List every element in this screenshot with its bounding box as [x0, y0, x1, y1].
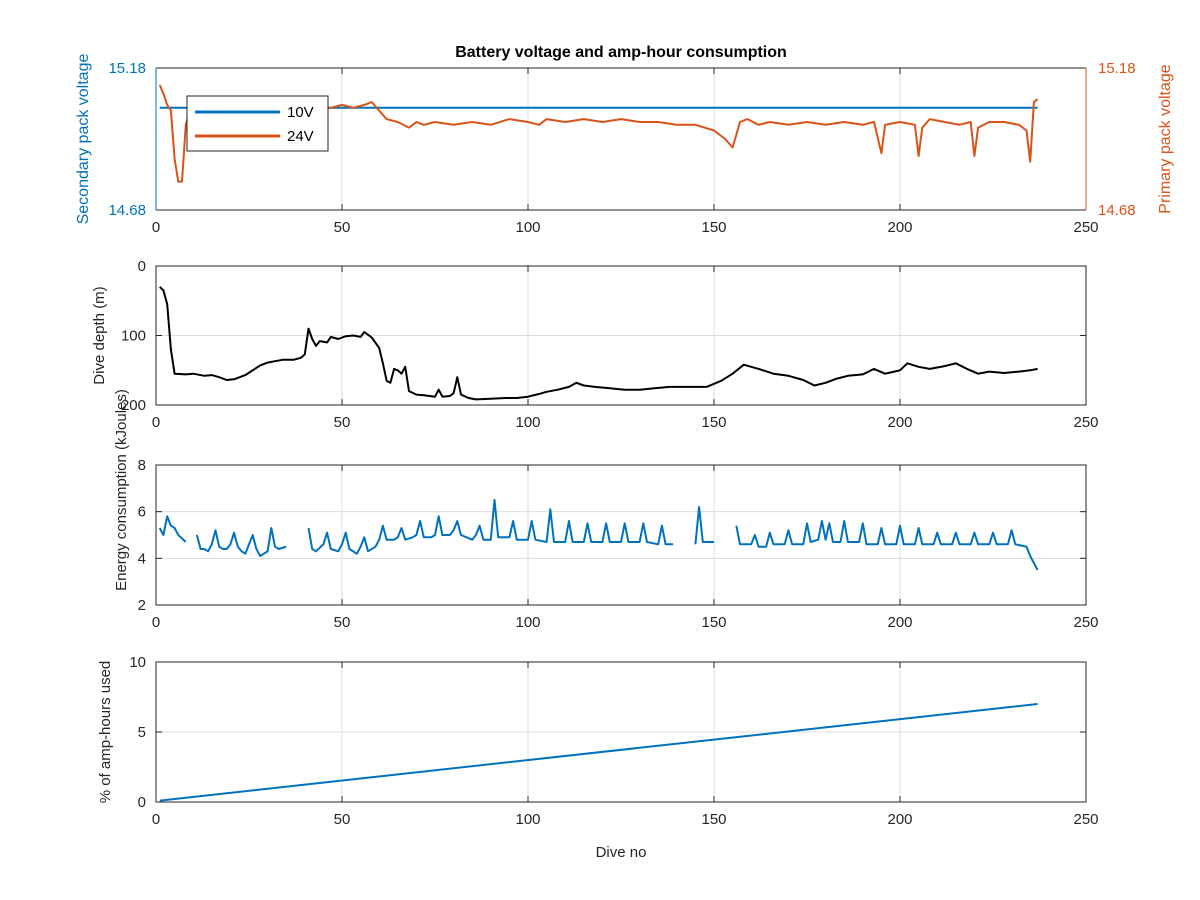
y-tick-label: 6 — [138, 504, 146, 521]
series-line-1 — [159, 286, 1038, 401]
y-tick-label-left: 14.68 — [108, 202, 146, 219]
subplot-3: 0 50 100 150 200 250 2 4 6 8 Energy consumption (k… — [113, 389, 1099, 631]
y-tick-label-right: 15.18 — [1098, 60, 1136, 77]
subplot-1: 0 50 100 150 200 25014.6815.1814.6815.18Secon… — [75, 54, 1174, 236]
y-tick-label: 0 — [138, 258, 146, 275]
series-line-1 — [159, 703, 1038, 802]
x-tick-label: 50 — [334, 811, 351, 828]
x-tick-label: 100 — [515, 414, 540, 431]
y-tick-label: 200 — [121, 397, 146, 414]
series-line-1 — [307, 499, 674, 555]
x-tick-label: 100 — [515, 219, 540, 236]
x-tick-label: 200 — [887, 811, 912, 828]
x-tick-label: 50 — [334, 614, 351, 631]
x-tick-label: 200 — [887, 614, 912, 631]
x-tick-label: 0 — [152, 614, 160, 631]
axes-box — [155, 265, 1087, 406]
x-tick-label: 0 — [152, 414, 160, 431]
y-axis-label: Dive depth (m) — [91, 286, 108, 384]
legend-box — [186, 95, 329, 152]
x-axis-label: Dive no — [596, 844, 647, 861]
y-tick-label: 10 — [129, 654, 146, 671]
series-line-1 — [735, 520, 1039, 571]
x-tick-label: 150 — [701, 614, 726, 631]
subplot-4: 0 50 100 150 200 250 0 5 10 % of amp-hours used Di… — [97, 654, 1099, 861]
series-line-1 — [158, 515, 187, 543]
x-tick-label: 250 — [1073, 414, 1098, 431]
x-tick-label: 200 — [887, 219, 912, 236]
x-tick-label: 100 — [515, 614, 540, 631]
x-tick-label: 0 — [152, 811, 160, 828]
series-line-1 — [694, 506, 714, 545]
x-tick-label: 250 — [1073, 614, 1098, 631]
plot-area — [156, 465, 1086, 605]
x-tick-label: 200 — [887, 414, 912, 431]
y-axis-label-right: Primary pack voltage — [1157, 64, 1174, 213]
legend-label-24v: 24V — [287, 128, 314, 145]
y-tick-label: 4 — [138, 550, 146, 567]
axes-box — [155, 464, 1087, 606]
x-tick-label: 100 — [515, 811, 540, 828]
y-tick-label: 2 — [138, 597, 146, 614]
y-tick-label: 0 — [138, 794, 146, 811]
y-tick-label: 8 — [138, 457, 146, 474]
x-tick-label: 0 — [152, 219, 160, 236]
x-tick-label: 250 — [1073, 811, 1098, 828]
x-tick-label: 50 — [334, 414, 351, 431]
x-tick-label: 250 — [1073, 219, 1098, 236]
y-axis-label: Energy consumption (kJoules) — [113, 389, 130, 591]
legend-label-10v: 10V — [287, 104, 314, 121]
x-tick-label: 150 — [701, 414, 726, 431]
x-tick-label: 50 — [334, 219, 351, 236]
x-tick-label: 150 — [701, 811, 726, 828]
axes-box — [155, 661, 1087, 803]
chart-title: Battery voltage and amp-hour consumption — [455, 44, 787, 61]
x-tick-label: 150 — [701, 219, 726, 236]
subplot-2: 0 50 100 150 200 250 0 100 200 Dive depth (m) — [91, 258, 1099, 431]
y-tick-label: 5 — [138, 724, 146, 741]
series-line-1 — [195, 527, 287, 557]
y-axis-label: % of amp-hours used — [97, 661, 114, 804]
y-tick-label-left: 15.18 — [108, 60, 146, 77]
y-tick-label: 100 — [121, 328, 146, 345]
subplot-panels: 0 50 100 150 200 25014.6815.1814.6815.18Secon… — [75, 54, 1174, 861]
y-axis-label-left: Secondary pack voltage — [75, 54, 92, 225]
y-tick-label-right: 14.68 — [1098, 202, 1136, 219]
series-line-24v — [158, 84, 1039, 183]
